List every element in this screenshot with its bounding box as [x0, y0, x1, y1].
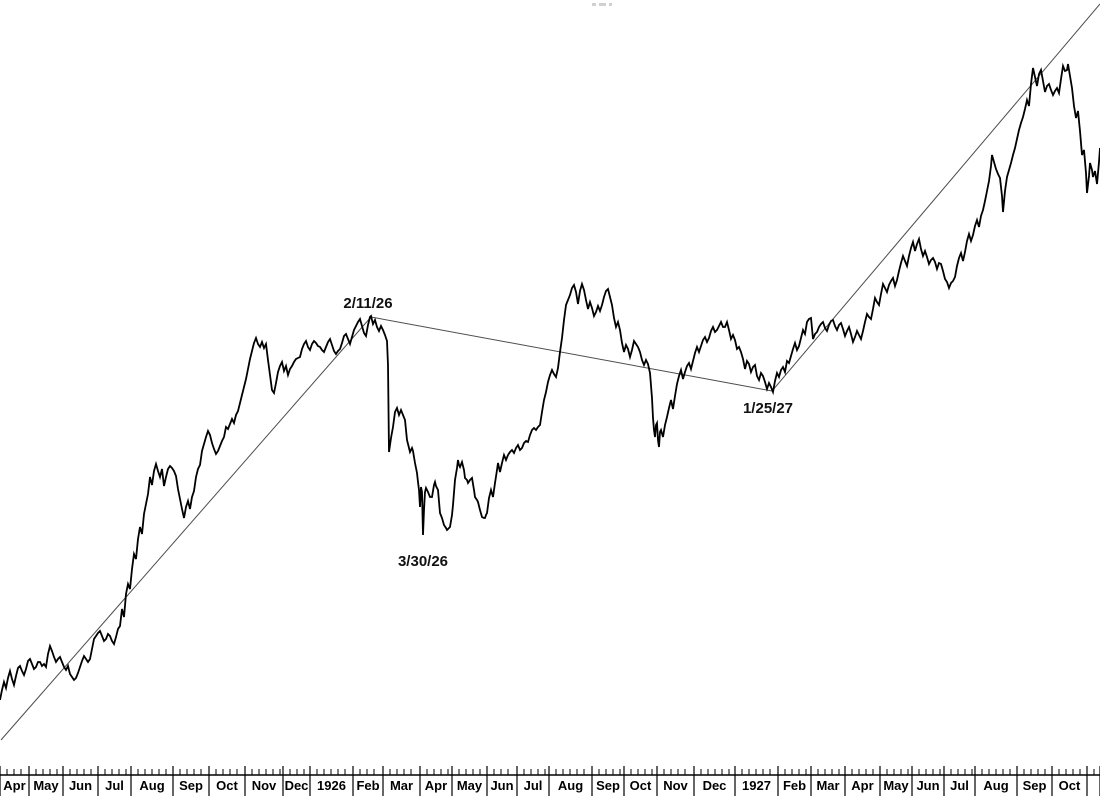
trend-line [0, 316, 372, 741]
month-label: Apr [851, 778, 873, 793]
month-label: Apr [3, 778, 25, 793]
trend-lines [0, 3, 1100, 741]
month-label: Nov [252, 778, 277, 793]
annotation-trough-date: 1/25/27 [743, 400, 793, 417]
month-label: Dec [285, 778, 309, 793]
month-label: Jun [490, 778, 513, 793]
month-label: Mar [390, 778, 413, 793]
month-label: May [457, 778, 483, 793]
month-label: Oct [1059, 778, 1081, 793]
month-label: Oct [216, 778, 238, 793]
month-label: Aug [983, 778, 1008, 793]
month-label: Jun [916, 778, 939, 793]
watermark-mark [592, 3, 596, 6]
month-label: Aug [558, 778, 583, 793]
month-label: Dec [703, 778, 727, 793]
month-label: Apr [425, 778, 447, 793]
month-label: Sep [179, 778, 203, 793]
month-label: May [883, 778, 909, 793]
month-label: Feb [783, 778, 806, 793]
month-label: Jul [105, 778, 124, 793]
watermark-mark [609, 3, 612, 6]
trend-line [370, 316, 773, 392]
month-label: 1926 [317, 778, 346, 793]
trend-line [771, 3, 1100, 392]
annotation-bottom-date: 3/30/26 [398, 553, 448, 570]
x-axis: Apr May Jun Jul Aug Sep Oct Nov Dec 1926 Feb Mar Apr… [0, 766, 1100, 796]
month-label: 1927 [742, 778, 771, 793]
month-label: Feb [356, 778, 379, 793]
month-label: Sep [1023, 778, 1047, 793]
month-label: Jul [950, 778, 969, 793]
annotation-top-date: 2/11/26 [343, 295, 392, 312]
month-label: Oct [630, 778, 652, 793]
price-line [0, 62, 1100, 701]
month-label: Aug [139, 778, 164, 793]
watermark [592, 3, 612, 6]
annotations: 2/11/26 3/30/26 1/25/27 [343, 295, 793, 570]
month-label: Jul [524, 778, 543, 793]
month-label: Nov [663, 778, 688, 793]
month-label: Sep [596, 778, 620, 793]
watermark-mark [599, 3, 606, 6]
month-label: May [33, 778, 59, 793]
month-label: Jun [69, 778, 92, 793]
month-label: Mar [816, 778, 839, 793]
